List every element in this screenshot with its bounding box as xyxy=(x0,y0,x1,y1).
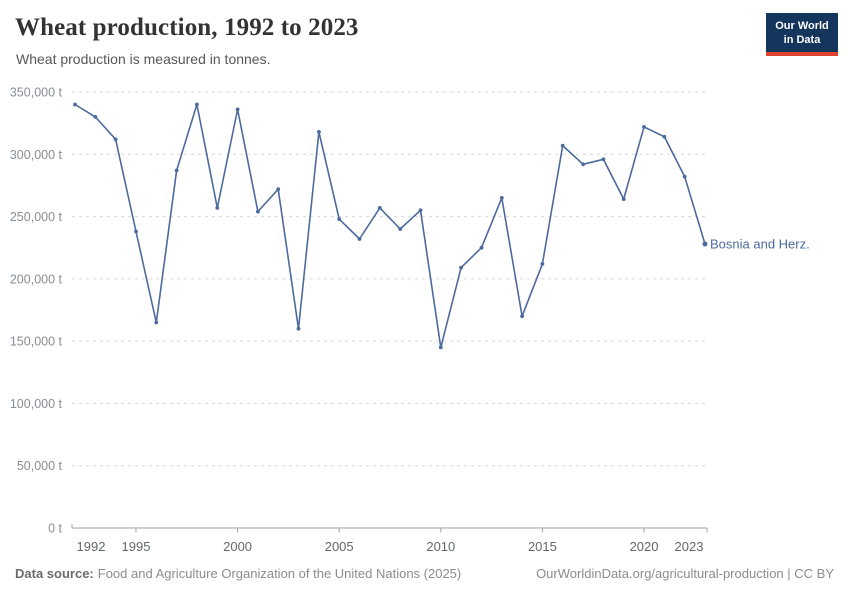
y-tick-label: 50,000 t xyxy=(17,459,63,473)
data-point[interactable] xyxy=(581,162,585,167)
data-point[interactable] xyxy=(357,237,362,241)
owid-logo-line2: in Data xyxy=(783,34,821,47)
data-point[interactable] xyxy=(560,143,565,148)
data-point[interactable] xyxy=(73,102,77,107)
x-tick-label: 2020 xyxy=(630,539,659,554)
y-tick-label: 350,000 t xyxy=(10,86,63,100)
data-point[interactable] xyxy=(418,208,423,213)
y-tick-label: 200,000 t xyxy=(10,272,63,286)
data-point[interactable] xyxy=(174,168,179,173)
data-point[interactable] xyxy=(296,326,301,331)
data-point[interactable] xyxy=(134,229,138,234)
x-tick-label: 2005 xyxy=(325,539,354,554)
owid-logo[interactable]: Our World in Data xyxy=(766,13,838,56)
data-point[interactable] xyxy=(601,157,606,162)
x-tick-label: 2023 xyxy=(675,539,704,554)
data-point[interactable] xyxy=(662,134,667,139)
x-tick-label: 1995 xyxy=(122,539,151,554)
data-point[interactable] xyxy=(540,262,545,266)
data-point[interactable] xyxy=(154,320,159,325)
data-point[interactable] xyxy=(276,187,281,192)
y-tick-label: 300,000 t xyxy=(10,148,63,162)
data-point[interactable] xyxy=(93,115,98,119)
data-point[interactable] xyxy=(377,206,382,210)
data-point[interactable] xyxy=(398,227,403,231)
data-point[interactable] xyxy=(642,125,646,129)
data-point[interactable] xyxy=(317,130,321,134)
x-tick-label: 2010 xyxy=(426,539,455,554)
data-point[interactable] xyxy=(235,107,240,112)
data-point[interactable] xyxy=(479,245,484,250)
y-tick-label: 0 t xyxy=(48,522,62,536)
data-point[interactable] xyxy=(256,209,260,214)
data-point[interactable] xyxy=(215,206,220,210)
series-end-label: Bosnia and Herz. xyxy=(710,236,810,251)
data-point[interactable] xyxy=(682,174,687,179)
y-tick-label: 250,000 t xyxy=(10,210,63,224)
data-point[interactable] xyxy=(499,196,504,200)
owid-logo-line1: Our World xyxy=(775,20,829,32)
data-point[interactable] xyxy=(520,314,524,319)
data-source-label: Data source: xyxy=(15,566,94,581)
y-tick-label: 150,000 t xyxy=(10,335,63,349)
chart-subtitle: Wheat production is measured in tonnes. xyxy=(16,51,271,67)
footer-link[interactable]: OurWorldinData.org/agricultural-producti… xyxy=(536,566,834,581)
y-tick-label: 100,000 t xyxy=(10,397,63,411)
data-point[interactable] xyxy=(195,102,199,107)
data-source-text: Food and Agriculture Organization of the… xyxy=(97,566,462,581)
x-tick-label: 2015 xyxy=(528,539,557,554)
data-point[interactable] xyxy=(438,345,443,350)
data-point[interactable] xyxy=(459,265,463,270)
page-title: Wheat production, 1992 to 2023 xyxy=(15,14,359,41)
data-point[interactable] xyxy=(337,217,342,222)
x-tick-label: 2000 xyxy=(223,539,252,554)
chart-footer: Data source: Food and Agriculture Organiz… xyxy=(15,566,834,581)
data-point[interactable] xyxy=(702,241,708,247)
series-line[interactable] xyxy=(74,103,706,349)
data-point[interactable] xyxy=(621,197,626,202)
x-tick-label: 1992 xyxy=(77,539,106,554)
data-point[interactable] xyxy=(113,137,118,142)
data-source-note: Data source: Food and Agriculture Organiz… xyxy=(15,566,461,581)
